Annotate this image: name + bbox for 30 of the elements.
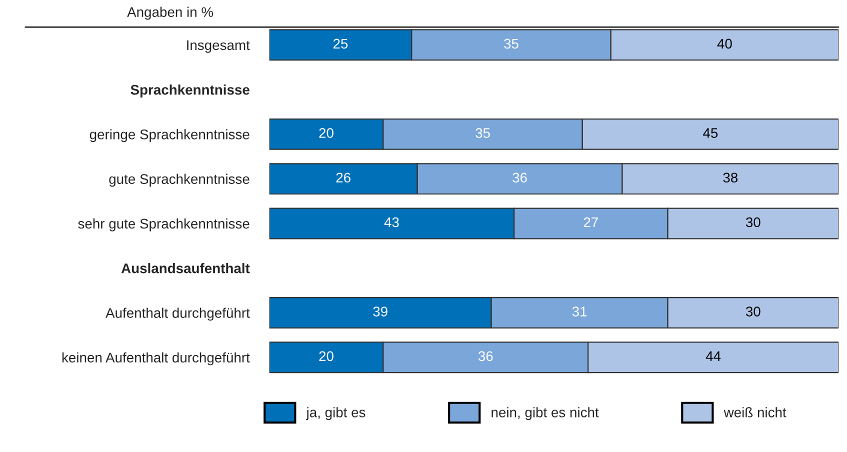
data-label: 20 xyxy=(319,128,334,138)
data-label: 26 xyxy=(336,172,350,183)
data-label: 45 xyxy=(703,128,718,138)
legend-label: ja, gibt es xyxy=(306,407,366,420)
y-tick-label: Aufenthalt durchgeführt xyxy=(106,308,250,321)
data-label: 44 xyxy=(706,351,721,361)
y-tick-label: keinen Aufenthalt durchgeführt xyxy=(62,352,250,366)
y-tick-label: Sprachkenntnisse xyxy=(130,84,250,98)
data-label: 20 xyxy=(319,351,334,362)
data-label: 27 xyxy=(584,217,598,228)
y-tick-label: sehr gute Sprachkenntnisse xyxy=(78,218,250,232)
data-label: 30 xyxy=(746,306,760,316)
data-label: 31 xyxy=(572,306,587,316)
data-label: 36 xyxy=(512,172,527,183)
data-label: 39 xyxy=(373,306,388,316)
y-tick-label: geringe Sprachkenntnisse xyxy=(90,129,250,142)
data-label: 25 xyxy=(333,38,348,49)
chart-subtitle: Angaben in % xyxy=(127,6,214,20)
legend-label: nein, gibt es nicht xyxy=(492,407,599,420)
data-label: 43 xyxy=(384,217,399,228)
y-tick-label: Insgesamt xyxy=(187,40,250,53)
legend-label: weiß nicht xyxy=(724,407,786,418)
y-tick-label: gute Sprachkenntnisse xyxy=(109,174,250,187)
data-label: 35 xyxy=(476,128,490,138)
data-label: 40 xyxy=(717,38,732,49)
y-tick-label: Auslandsaufenthalt xyxy=(121,263,250,274)
data-label: 35 xyxy=(504,38,518,49)
data-label: 38 xyxy=(723,172,738,183)
data-label: 30 xyxy=(746,217,760,228)
data-label: 36 xyxy=(478,351,493,362)
